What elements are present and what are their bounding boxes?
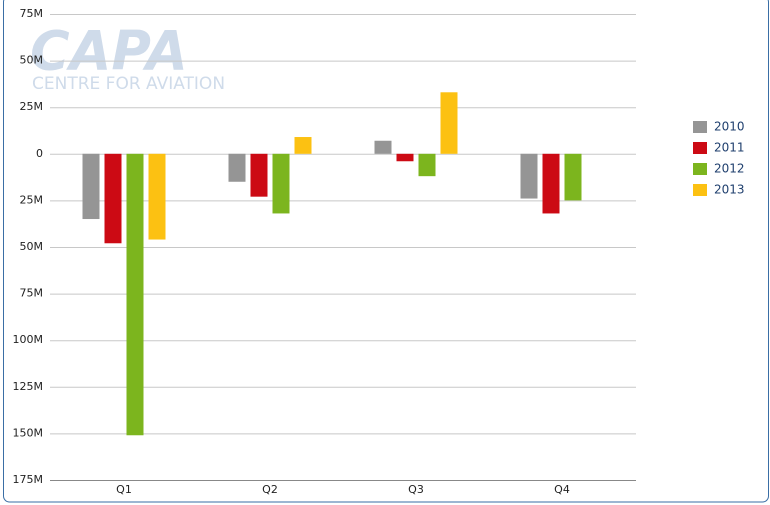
legend-swatch — [693, 121, 707, 133]
bar — [396, 153, 414, 162]
y-tick-label: 50M — [20, 240, 44, 253]
legend-swatch — [693, 163, 707, 175]
frame — [3, 0, 769, 503]
legend-swatch — [693, 184, 707, 196]
legend-label: 2012 — [714, 162, 745, 176]
bar — [148, 153, 166, 240]
bar — [126, 153, 144, 436]
watermark-subtitle: CENTRE FOR AVIATION — [32, 74, 225, 94]
bar — [82, 153, 100, 220]
bar — [294, 137, 312, 154]
legend-swatch — [693, 142, 707, 154]
bar — [542, 153, 560, 214]
y-tick-label: 100M — [13, 333, 44, 346]
legend-label: 2011 — [714, 141, 745, 155]
y-tick-label: 0 — [36, 147, 43, 160]
bar — [564, 153, 582, 201]
y-tick-label: 150M — [13, 426, 44, 439]
legend-label: 2010 — [714, 120, 745, 134]
y-tick-label: 75M — [20, 287, 44, 300]
bar — [272, 153, 290, 214]
x-tick-label: Q3 — [408, 483, 424, 496]
x-tick-label: Q1 — [116, 483, 132, 496]
bar — [440, 92, 458, 154]
bar — [374, 140, 392, 154]
legend-label: 2013 — [714, 183, 745, 197]
x-tick-label: Q2 — [262, 483, 278, 496]
y-tick-label: 25M — [20, 193, 44, 206]
watermark-title: CAPA — [30, 20, 188, 83]
x-tick-label: Q4 — [554, 483, 570, 496]
y-tick-label: 125M — [13, 380, 44, 393]
bar — [520, 153, 538, 199]
y-tick-label: 175M — [13, 473, 44, 486]
bar — [228, 153, 246, 182]
bar — [104, 153, 122, 244]
y-tick-label: 75M — [20, 7, 44, 20]
y-tick-label: 50M — [20, 54, 44, 67]
bar — [418, 153, 436, 177]
bar — [250, 153, 268, 197]
y-tick-label: 25M — [20, 100, 44, 113]
